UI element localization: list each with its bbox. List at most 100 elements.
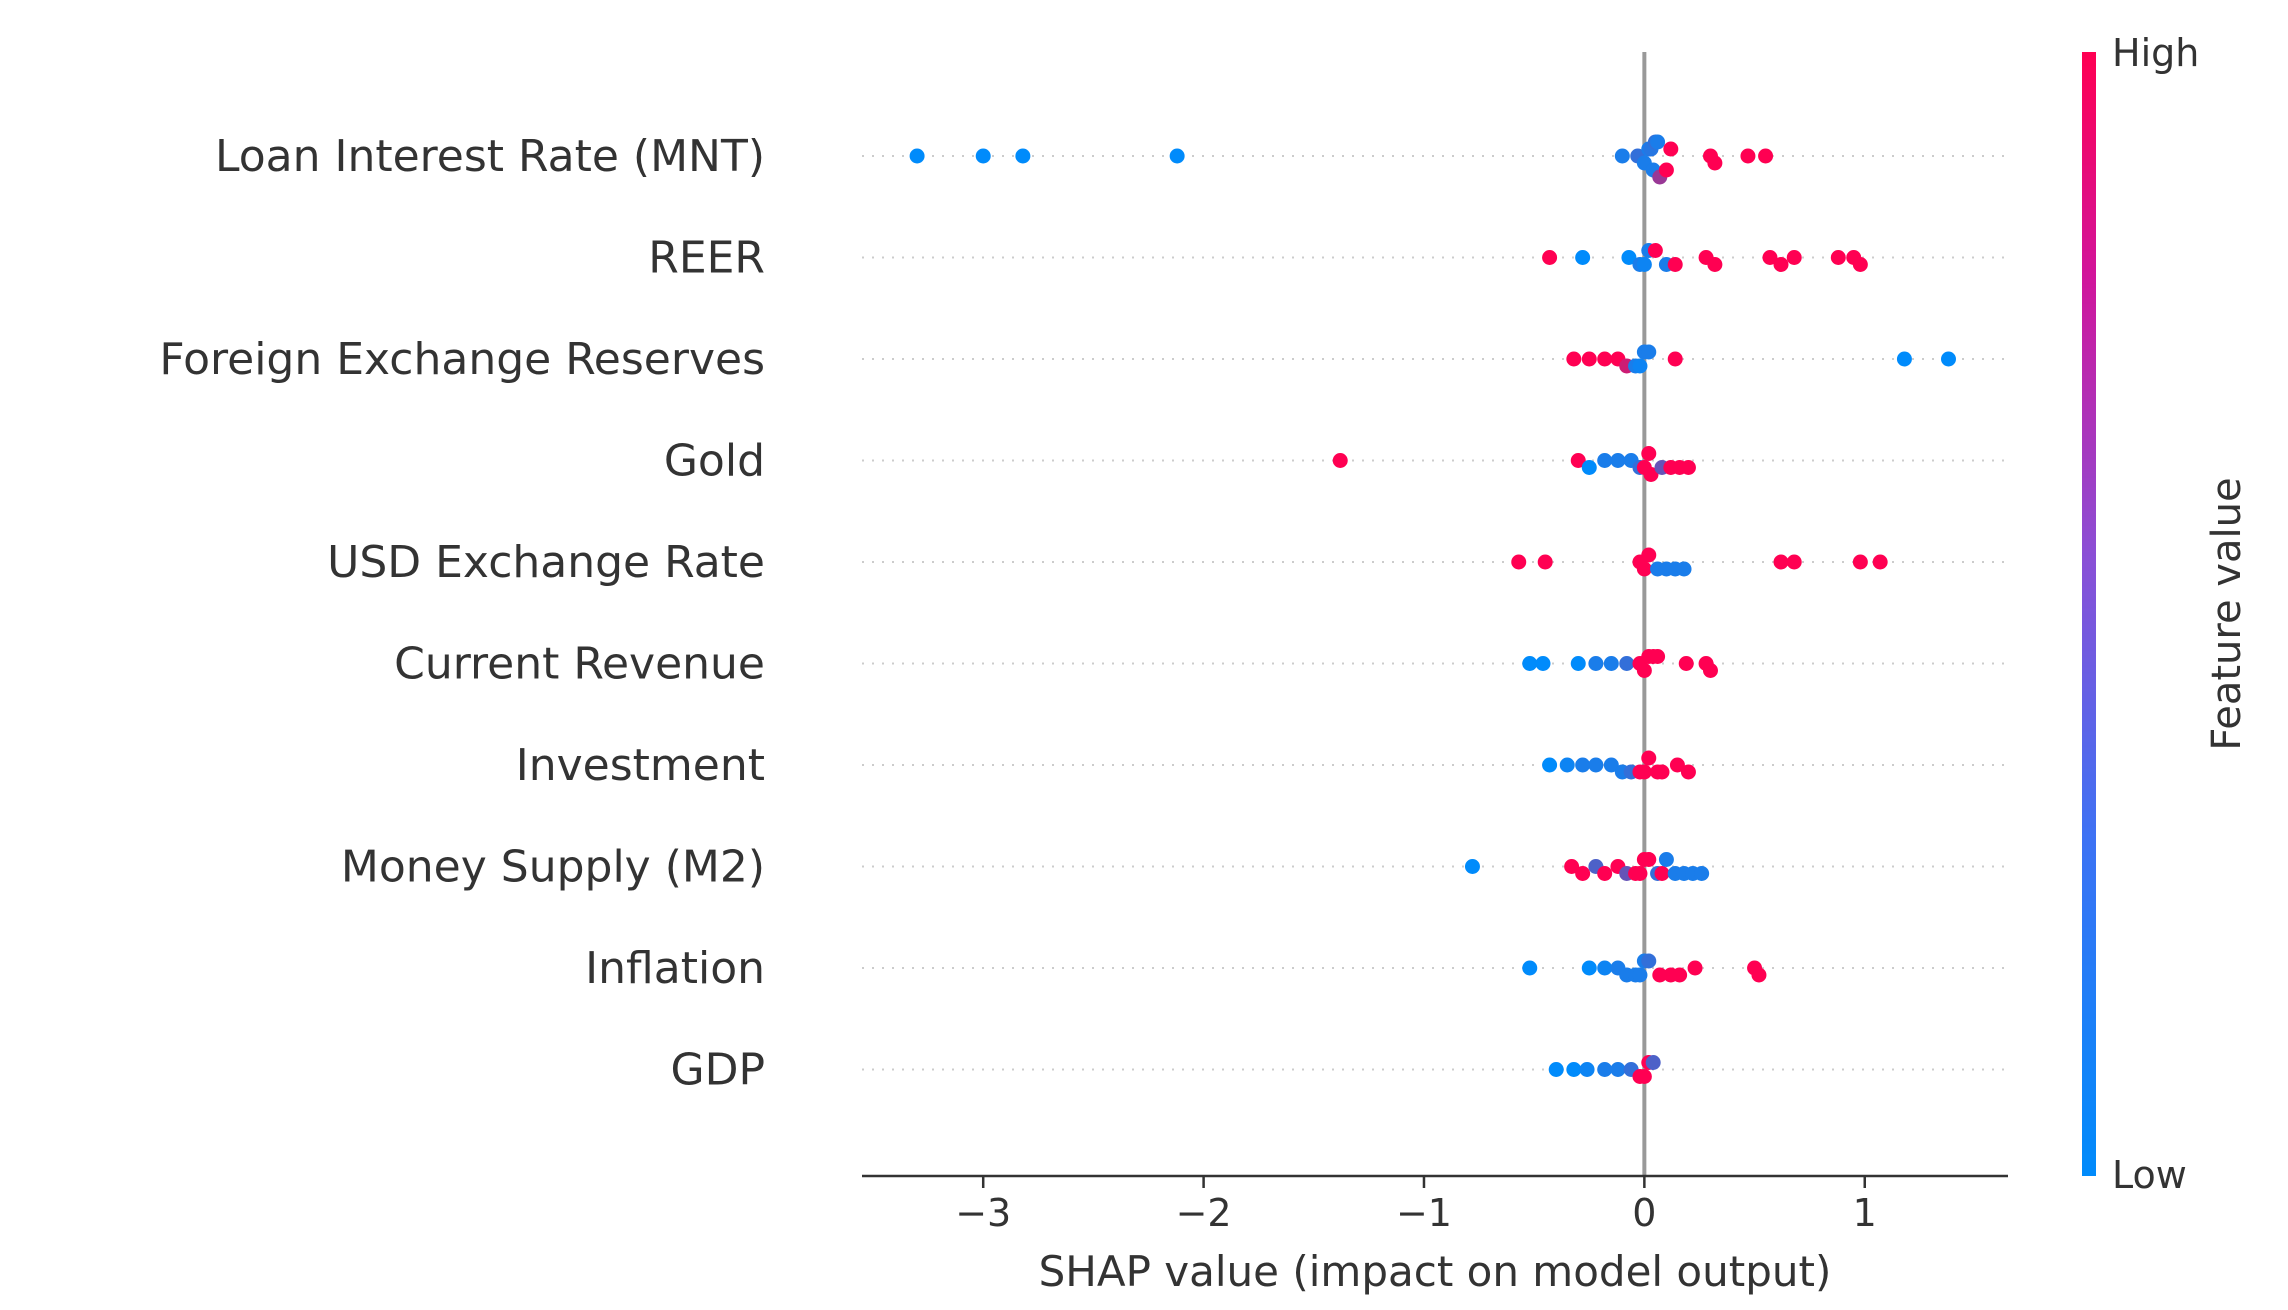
shap-point (1581, 960, 1597, 976)
shap-point (1663, 141, 1679, 157)
shap-point (1680, 460, 1696, 475)
shap-point (1680, 764, 1696, 780)
shap-point (1597, 960, 1613, 976)
shap-point (1641, 852, 1657, 867)
shap-point (1614, 148, 1630, 164)
feature-row-gridlines (862, 155, 2008, 1071)
shap-point (1751, 967, 1767, 983)
shap-point (1652, 967, 1668, 983)
shap-point (1654, 866, 1670, 881)
feature-label: Foreign Exchange Reserves (159, 334, 765, 385)
shap-point (1740, 148, 1756, 164)
shap-point (1597, 351, 1613, 367)
shap-point (1786, 554, 1802, 570)
shap-point (1647, 243, 1663, 258)
shap-point (1758, 148, 1774, 164)
shap-point (1597, 453, 1613, 468)
shap-point (1522, 960, 1538, 976)
shap-point (1581, 351, 1597, 367)
feature-label: GDP (670, 1045, 765, 1096)
shap-point (1522, 656, 1538, 671)
colorbar-high-label: High (2112, 31, 2199, 75)
shap-point (1830, 250, 1846, 265)
shap-point (1566, 351, 1582, 367)
shap-point (1581, 460, 1597, 475)
x-tick-label: −3 (955, 1191, 1011, 1235)
shap-point (1940, 351, 1956, 367)
x-tick-label: −1 (1396, 1191, 1452, 1235)
shap-point (1464, 859, 1480, 874)
shap-point (1676, 561, 1692, 577)
shap-point (1762, 250, 1778, 265)
shap-point (1566, 1062, 1582, 1077)
shap-point (1636, 257, 1652, 272)
shap-point (1169, 148, 1185, 164)
shap-point (1643, 467, 1659, 482)
shap-point (1636, 561, 1652, 577)
shap-point (1694, 866, 1710, 881)
shap-point (1872, 554, 1888, 570)
feature-label: REER (648, 233, 765, 284)
shap-point (1588, 757, 1604, 773)
shap-point (1332, 453, 1348, 468)
colorbar (2082, 52, 2096, 1176)
shap-point (1632, 967, 1648, 983)
shap-point (1650, 649, 1666, 664)
shap-point (1678, 656, 1694, 671)
x-axis-title: SHAP value (impact on model output) (1039, 1247, 1832, 1296)
x-tick-label: −2 (1176, 1191, 1232, 1235)
shap-point (1707, 155, 1723, 171)
shap-point (1603, 656, 1619, 671)
shap-point (1786, 250, 1802, 265)
shap-point (1588, 656, 1604, 671)
colorbar-title: Feature value (2204, 477, 2250, 750)
shap-point (1632, 866, 1648, 881)
shap-point (1597, 1062, 1613, 1077)
shap-point (1645, 1055, 1661, 1070)
shap-point (1702, 663, 1718, 678)
shap-point (1658, 852, 1674, 867)
shap-point (1641, 446, 1657, 461)
feature-label: Investment (516, 740, 765, 791)
shap-point (1641, 953, 1657, 969)
shap-point (1650, 134, 1666, 150)
shap-point (1537, 554, 1553, 570)
shap-points (909, 134, 1956, 1084)
shap-point (1570, 453, 1586, 468)
shap-point (1575, 866, 1591, 881)
feature-label: Current Revenue (394, 639, 765, 690)
shap-point (1641, 547, 1657, 563)
shap-point (1579, 1062, 1595, 1077)
shap-point (975, 148, 991, 164)
shap-point (1896, 351, 1912, 367)
shap-point (1773, 257, 1789, 272)
shap-point (1773, 554, 1789, 570)
shap-point (1619, 656, 1635, 671)
shap-point (1852, 554, 1868, 570)
feature-label: Loan Interest Rate (MNT) (215, 131, 765, 182)
shap-point (1621, 250, 1637, 265)
shap-point (1669, 757, 1685, 773)
shap-point (1636, 663, 1652, 678)
shap-point (1570, 656, 1586, 671)
colorbar-low-label: Low (2112, 1153, 2187, 1197)
shap-point (1632, 358, 1648, 374)
shap-point (1548, 1062, 1564, 1077)
shap-point (1603, 757, 1619, 773)
shap-point (1636, 764, 1652, 780)
shap-point (1542, 757, 1558, 773)
shap-point (909, 148, 925, 164)
shap-point (1015, 148, 1031, 164)
shap-point (1707, 257, 1723, 272)
shap-point (1564, 859, 1580, 874)
shap-point (1654, 764, 1670, 780)
feature-label: Money Supply (M2) (341, 842, 765, 893)
shap-point (1667, 257, 1683, 272)
shap-point (1667, 351, 1683, 367)
shap-point (1535, 656, 1551, 671)
shap-point (1559, 757, 1575, 773)
shap-point (1610, 453, 1626, 468)
shap-point (1687, 960, 1703, 976)
shap-point (1610, 1062, 1626, 1077)
